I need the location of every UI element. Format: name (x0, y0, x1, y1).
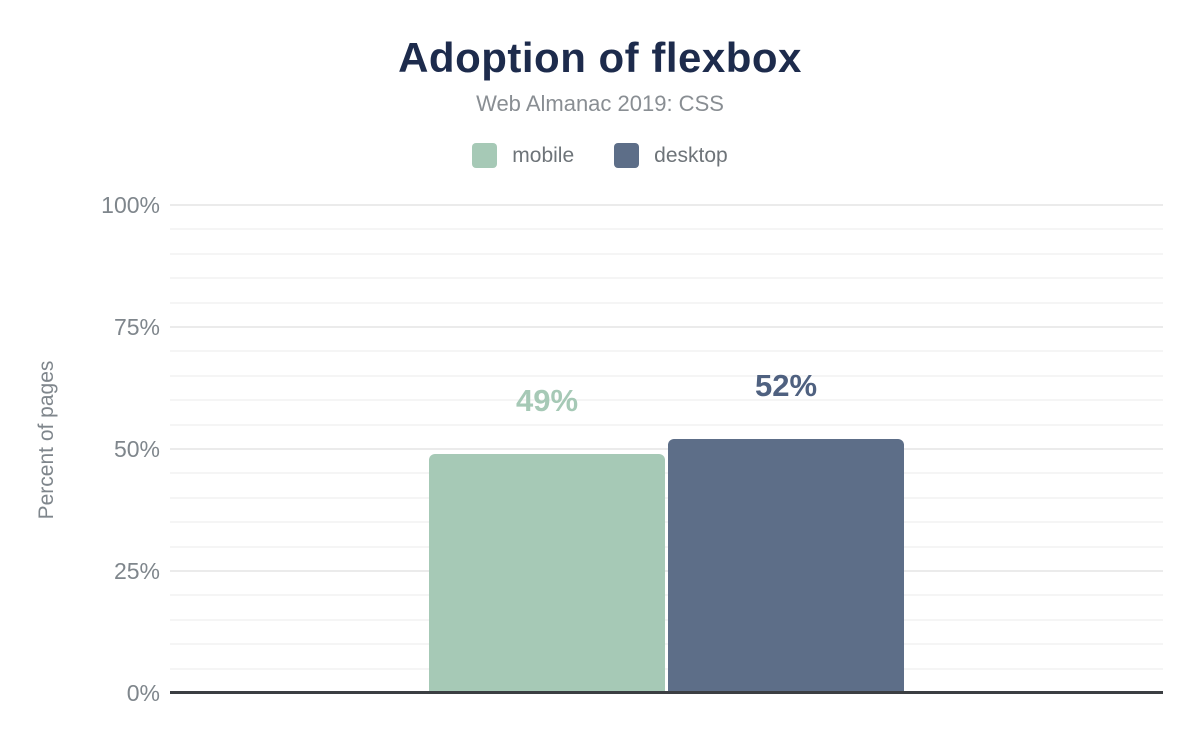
minor-gridline (170, 423, 1163, 426)
minor-gridline (170, 252, 1163, 255)
minor-gridline (170, 301, 1163, 304)
minor-gridline (170, 496, 1163, 499)
minor-gridline (170, 228, 1163, 231)
major-gridline (170, 326, 1163, 328)
minor-gridline (170, 618, 1163, 621)
minor-gridline (170, 594, 1163, 597)
major-gridline (170, 204, 1163, 206)
legend-label-mobile: mobile (512, 143, 575, 167)
minor-gridline (170, 350, 1163, 353)
minor-gridline (170, 374, 1163, 377)
minor-gridline (170, 545, 1163, 548)
y-tick-25%: 25% (113, 558, 160, 584)
minor-gridline (170, 472, 1163, 475)
legend-swatch-mobile (472, 143, 498, 168)
chart-title: Adoption of flexbox (398, 34, 802, 81)
bar-mobile[interactable] (429, 453, 665, 693)
legend-item-desktop[interactable]: desktop (614, 143, 728, 168)
chart-legend: mobile desktop (0, 143, 1200, 168)
major-gridline (170, 570, 1163, 572)
minor-gridline (170, 667, 1163, 670)
value-label-mobile: 49% (515, 382, 579, 418)
chart-subtitle: Web Almanac 2019: CSS (476, 91, 724, 116)
major-gridline (170, 448, 1163, 450)
plot-area: 49% 52% (170, 204, 1163, 694)
legend-swatch-desktop (614, 143, 640, 168)
legend-label-desktop: desktop (654, 143, 728, 167)
y-tick-0%: 0% (126, 680, 160, 706)
minor-gridline (170, 277, 1163, 280)
bar-desktop[interactable] (668, 439, 904, 693)
y-tick-50%: 50% (113, 436, 160, 462)
minor-gridline (170, 643, 1163, 646)
minor-gridline (170, 521, 1163, 524)
value-label-desktop: 52% (754, 368, 818, 404)
legend-item-mobile[interactable]: mobile (472, 143, 574, 168)
x-axis-line (170, 691, 1163, 694)
minor-gridline (170, 399, 1163, 402)
y-tick-75%: 75% (113, 314, 160, 340)
y-axis-tick-labels: 0% 25% 50% 75% 100% (0, 192, 160, 706)
y-tick-100%: 100% (101, 192, 160, 218)
